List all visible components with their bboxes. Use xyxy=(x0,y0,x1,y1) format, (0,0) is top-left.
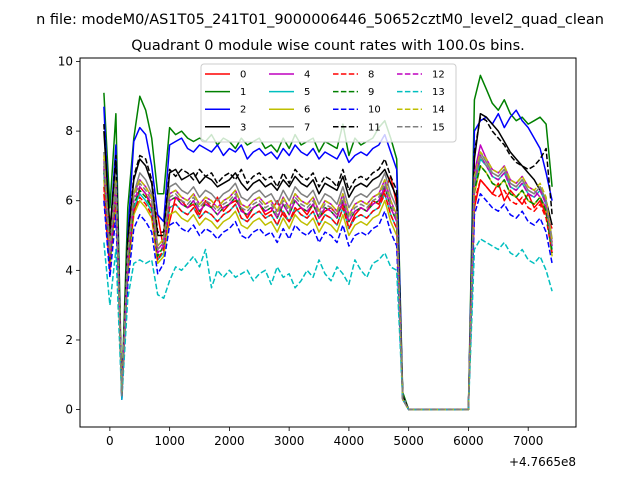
axes-frame xyxy=(79,57,577,428)
y-axis: 0 2 4 6 8 10 xyxy=(58,54,80,417)
y-tick-label: 2 xyxy=(65,333,73,347)
x-tick-label: 6000 xyxy=(453,434,484,448)
legend-label-6: 6 xyxy=(304,105,310,116)
x-tick-label: 2000 xyxy=(214,434,245,448)
legend-label-8: 8 xyxy=(368,70,374,81)
x-tick-label: 3000 xyxy=(274,434,305,448)
x-tick-label: 5000 xyxy=(393,434,424,448)
series-line-15 xyxy=(103,154,553,411)
x-tick-label: 1000 xyxy=(154,434,185,448)
legend-label-7: 7 xyxy=(304,122,310,133)
series-line-1 xyxy=(103,74,553,411)
legend-label-0: 0 xyxy=(240,70,246,81)
x-axis: 0 1000 2000 3000 4000 5000 6000 7000 xyxy=(106,427,543,448)
series-line-7 xyxy=(103,151,553,411)
chart-title: Quadrant 0 module wise count rates with … xyxy=(131,38,525,54)
y-tick-label: 4 xyxy=(65,263,73,277)
series-line-6 xyxy=(103,165,553,411)
legend-box xyxy=(200,63,457,143)
legend-label-3: 3 xyxy=(240,122,246,133)
series-line-0 xyxy=(103,172,553,411)
legend-label-13: 13 xyxy=(432,87,445,98)
x-tick-label: 4000 xyxy=(334,434,365,448)
legend-label-11: 11 xyxy=(368,122,381,133)
legend-label-12: 12 xyxy=(432,70,445,81)
series-line-12 xyxy=(103,154,553,411)
legend-label-10: 10 xyxy=(368,105,381,116)
figure-suptitle: n file: modeM0/AS1T05_241T01_9000006446_… xyxy=(36,12,604,28)
legend-label-9: 9 xyxy=(368,87,374,98)
legend-label-1: 1 xyxy=(240,87,246,98)
y-tick-label: 8 xyxy=(65,124,73,138)
y-tick-label: 10 xyxy=(58,54,73,68)
series-line-11 xyxy=(103,116,553,411)
x-tick-label: 7000 xyxy=(513,434,544,448)
legend-label-14: 14 xyxy=(432,105,445,116)
legend-label-5: 5 xyxy=(304,87,310,98)
series-line-2 xyxy=(103,106,553,411)
series-line-8 xyxy=(103,179,553,411)
legend-label-15: 15 xyxy=(432,122,445,133)
series-layer xyxy=(103,74,553,411)
legend-label-2: 2 xyxy=(240,105,246,116)
series-line-13 xyxy=(103,238,553,411)
series-line-10 xyxy=(103,193,553,411)
series-line-14 xyxy=(103,151,553,411)
y-tick-label: 0 xyxy=(65,403,73,417)
y-tick-label: 6 xyxy=(65,194,73,208)
legend-label-4: 4 xyxy=(304,70,310,81)
x-tick-label: 0 xyxy=(106,434,114,448)
x-axis-offset-label: +4.7665e8 xyxy=(509,455,576,469)
